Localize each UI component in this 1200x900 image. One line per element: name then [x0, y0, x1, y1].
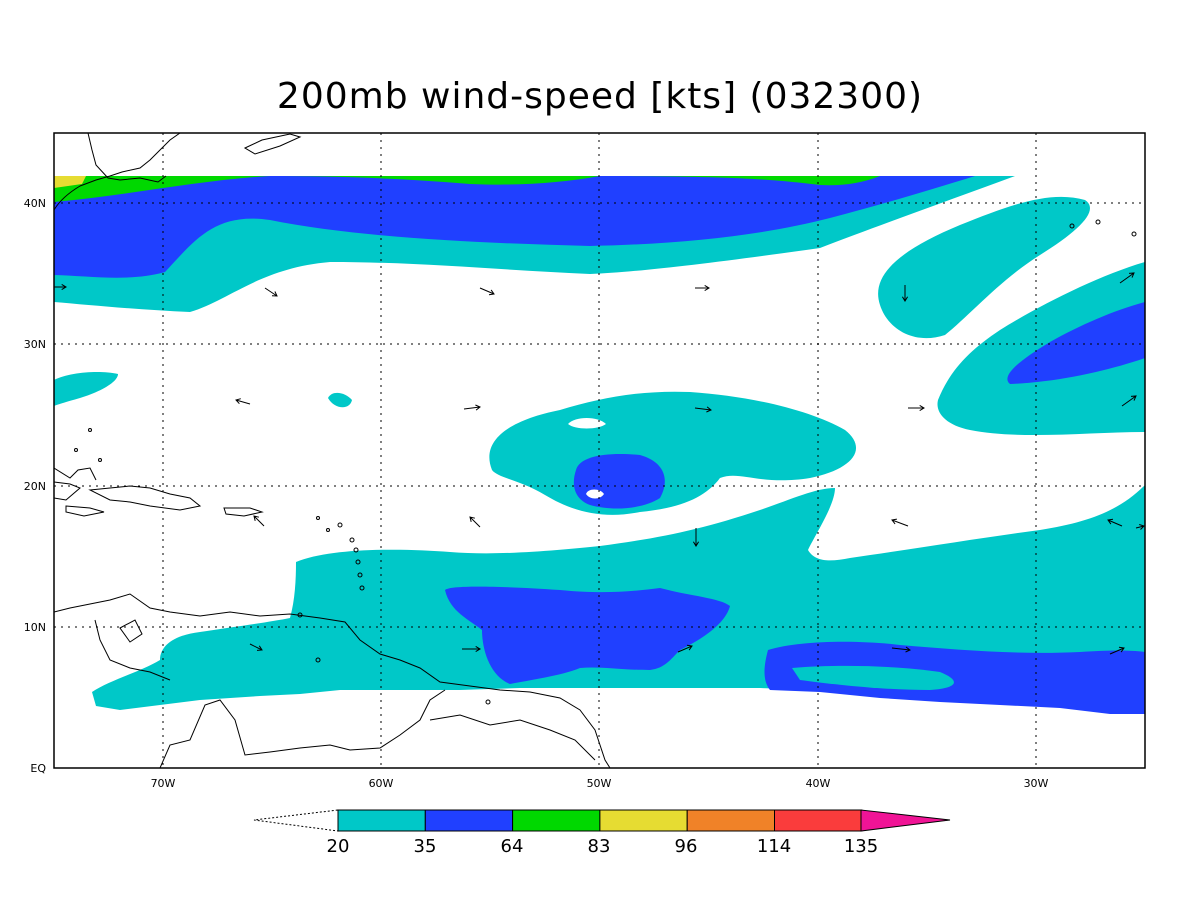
- wind-vector-arrow: [54, 283, 67, 291]
- color-bar-label: 35: [414, 836, 437, 857]
- wind-vector-arrow: [462, 645, 481, 653]
- coast-jamaica: [65, 505, 105, 517]
- wind-vector-arrow: [249, 643, 263, 651]
- wind-vector-arrow: [1121, 395, 1137, 407]
- color-bar-over-triangle: [860, 809, 951, 832]
- island-dots: [74, 219, 1137, 705]
- color-bar-box: [512, 809, 601, 832]
- coast-cuba: [54, 481, 81, 501]
- contour-35-central-core: [573, 453, 665, 509]
- coast-lake-maracaibo: [119, 619, 143, 643]
- wind-vector-arrow: [694, 406, 712, 413]
- wind-vector-arrow: [1135, 524, 1145, 530]
- x-tick-label: 60W: [369, 777, 394, 790]
- color-bar-boxes: [337, 809, 863, 832]
- wind-vector-arrow: [1109, 646, 1125, 655]
- coast-south-america: [54, 593, 611, 768]
- contour-20-small-blob: [328, 392, 352, 408]
- color-bar: 20 35 64 83 96 114 135: [253, 809, 951, 857]
- wind-vector-arrow: [692, 528, 700, 547]
- contour-20-central-hole: [568, 418, 606, 429]
- x-tick-label: 40W: [806, 777, 831, 790]
- color-bar-labels: 20 35 64 83 96 114 135: [327, 836, 879, 857]
- coast-venezuela-inland: [159, 689, 446, 768]
- coast-new-england: [87, 133, 167, 183]
- color-bar-box: [599, 809, 688, 832]
- wind-vector-arrow: [1119, 272, 1135, 284]
- coastlines: [54, 133, 611, 768]
- contour-20-ne-ellipse: [878, 196, 1090, 339]
- coast-colombia: [94, 619, 171, 681]
- x-tick-label: 50W: [587, 777, 612, 790]
- x-tick-label: 70W: [151, 777, 176, 790]
- y-tick-label: 30N: [24, 338, 46, 351]
- color-bar-label: 135: [844, 836, 878, 857]
- wind-vector-arrow: [1107, 518, 1123, 527]
- color-bar-label: 20: [327, 836, 350, 857]
- coast-guiana-rivers: [429, 714, 596, 761]
- y-tick-label: 20N: [24, 480, 46, 493]
- color-bar-box: [686, 809, 776, 832]
- wind-vector-arrow: [235, 398, 251, 405]
- wind-vector-arrow: [891, 646, 911, 653]
- color-bar-box: [424, 809, 514, 832]
- contour-fills: [54, 176, 1145, 768]
- wind-vector-arrow: [891, 518, 909, 527]
- y-tick-label: EQ: [30, 762, 46, 775]
- color-bar-label: 83: [588, 836, 611, 857]
- wind-vector-arrow: [695, 284, 710, 292]
- wind-vector-arrow: [677, 644, 693, 653]
- contour-35-south-east: [764, 641, 1145, 714]
- coast-nova-scotia: [243, 133, 302, 155]
- color-bar-box: [337, 809, 426, 832]
- color-bar-under-triangle: [253, 809, 339, 832]
- graticule: [54, 133, 1145, 768]
- coast-north-america: [54, 133, 181, 211]
- contour-35-north-band: [54, 176, 975, 278]
- wind-vectors: [54, 272, 1145, 655]
- contour-20-west-blob: [54, 372, 118, 406]
- coast-hispaniola: [88, 485, 202, 511]
- color-bar-label: 64: [501, 836, 524, 857]
- y-tick-label: 40N: [24, 197, 46, 210]
- contour-83-corner: [54, 176, 86, 188]
- y-axis-labels: EQ 10N 20N 30N 40N: [24, 197, 47, 775]
- color-bar-label: 96: [675, 836, 698, 857]
- contour-35-east-band: [1007, 302, 1145, 384]
- wind-vector-arrow: [908, 404, 925, 412]
- coast-florida: [54, 467, 97, 481]
- x-axis-labels: 70W 60W 50W 40W 30W: [151, 777, 1049, 790]
- coast-puerto-rico: [223, 507, 264, 517]
- wind-vector-arrow: [253, 515, 265, 527]
- y-tick-label: 10N: [24, 621, 46, 634]
- wind-vector-arrow: [264, 287, 278, 297]
- contour-35-south-core: [445, 586, 730, 684]
- wind-vector-arrow: [463, 404, 481, 411]
- wind-vector-arrow: [901, 285, 909, 302]
- contour-20-south-east-hole: [792, 665, 954, 690]
- wind-vector-arrow: [479, 287, 495, 296]
- color-bar-box: [774, 809, 863, 832]
- x-tick-label: 30W: [1024, 777, 1049, 790]
- map-title: 200mb wind-speed [kts] (032300): [276, 76, 924, 117]
- plot-frame: [53, 132, 1146, 769]
- wind-vector-arrow: [469, 516, 481, 528]
- color-bar-label: 114: [757, 836, 791, 857]
